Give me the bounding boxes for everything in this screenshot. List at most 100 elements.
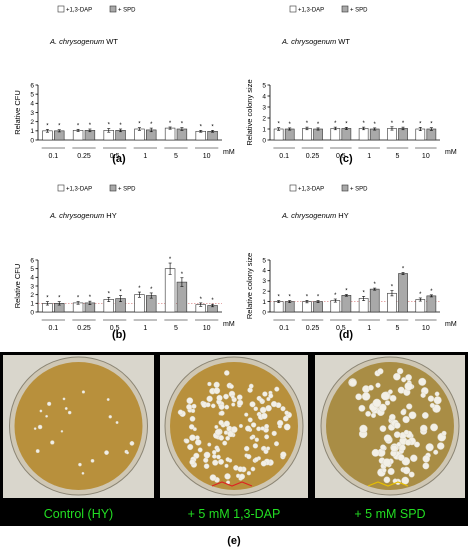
- y-tick-label: 2: [262, 289, 266, 296]
- x-unit-label: mM: [223, 149, 235, 156]
- bar: [426, 128, 437, 141]
- x-tick-label: 0.1: [279, 325, 289, 332]
- colony: [205, 402, 211, 408]
- y-axis-label: Relative colony size: [245, 79, 254, 145]
- colony: [203, 463, 210, 469]
- bar: [369, 288, 380, 313]
- legend-label: + SPD: [350, 8, 368, 14]
- y-tick-label: 4: [30, 275, 34, 282]
- legend-label: +1,3-DAP: [298, 187, 324, 193]
- significance-star: *: [200, 297, 203, 303]
- bar: [313, 301, 323, 313]
- colony: [379, 425, 387, 432]
- colony: [81, 471, 85, 475]
- colony: [218, 435, 224, 441]
- colony: [188, 424, 195, 430]
- significance-star: *: [108, 291, 111, 297]
- significance-star: *: [89, 295, 92, 301]
- colony: [390, 444, 398, 452]
- panel-subtitle: A. chrysogenum WT: [49, 37, 118, 46]
- colony: [249, 401, 256, 408]
- colony: [236, 399, 244, 406]
- bar: [330, 128, 341, 141]
- legend: +1,3-DAP + SPD: [57, 184, 136, 193]
- colony: [90, 458, 95, 463]
- colony: [282, 415, 289, 422]
- significance-star: *: [362, 290, 365, 296]
- significance-star: *: [119, 123, 122, 129]
- bar: [341, 128, 352, 141]
- y-tick-label: 5: [30, 266, 34, 273]
- legend-label: + SPD: [118, 187, 136, 193]
- petri-dish-photo: Control (HY): [3, 355, 154, 521]
- y-tick-label: 3: [30, 283, 34, 290]
- colony: [397, 454, 405, 461]
- legend: +1,3-DAP + SPD: [57, 5, 136, 14]
- colony: [125, 451, 129, 455]
- colony: [380, 391, 390, 401]
- colony: [387, 467, 395, 476]
- colony: [231, 402, 236, 407]
- molecule-structure-icon: [367, 481, 409, 487]
- colony: [189, 459, 196, 466]
- species-name: A. chrysogenum: [49, 211, 104, 220]
- colony: [207, 381, 212, 387]
- colony: [430, 423, 438, 432]
- colony: [250, 422, 257, 428]
- legend-swatch: [109, 184, 117, 192]
- colony: [402, 466, 411, 475]
- colony: [216, 394, 223, 402]
- panel-label: (d): [339, 329, 353, 341]
- colony: [260, 460, 267, 467]
- colony: [404, 439, 412, 446]
- species-name: A. chrysogenum: [49, 37, 104, 46]
- colony: [405, 374, 412, 381]
- colony: [219, 410, 225, 416]
- x-unit-label: mM: [223, 321, 235, 328]
- significance-star: *: [181, 122, 184, 128]
- colony: [62, 397, 66, 401]
- significance-star: *: [89, 123, 92, 129]
- colony: [434, 391, 440, 397]
- colony: [403, 429, 410, 436]
- x-tick-label: 0.5: [336, 325, 346, 332]
- colony: [203, 451, 211, 459]
- colony: [214, 428, 222, 436]
- y-tick-label: 2: [262, 115, 266, 122]
- legend-swatch: [289, 5, 297, 13]
- colony: [283, 423, 291, 431]
- colony: [248, 383, 254, 389]
- significance-star: *: [77, 296, 80, 302]
- significance-star: *: [211, 298, 214, 304]
- significance-star: *: [430, 122, 433, 128]
- significance-star: *: [306, 294, 309, 300]
- colony: [250, 466, 256, 472]
- y-tick-label: 1: [30, 128, 34, 135]
- bar: [72, 130, 84, 141]
- colony: [273, 441, 280, 447]
- significance-star: *: [77, 123, 80, 129]
- colony: [45, 414, 48, 418]
- legend: +1,3-DAP + SPD: [289, 184, 368, 193]
- colony: [389, 413, 396, 421]
- colony: [224, 404, 230, 410]
- x-tick-label: 5: [174, 153, 178, 160]
- significance-star: *: [58, 124, 61, 130]
- significance-star: *: [277, 122, 280, 128]
- colony: [402, 415, 410, 424]
- colony: [212, 459, 219, 466]
- colony: [243, 445, 250, 452]
- colony: [410, 454, 418, 462]
- colony: [212, 454, 217, 459]
- colony: [393, 431, 401, 439]
- colony: [270, 400, 278, 408]
- legend-label: +1,3-DAP: [66, 8, 92, 14]
- legend-swatch: [289, 184, 297, 192]
- colony: [78, 462, 82, 467]
- y-tick-label: 5: [262, 257, 266, 264]
- colony: [401, 377, 407, 383]
- colony: [189, 434, 196, 441]
- y-tick-label: 0: [30, 309, 34, 316]
- colony: [368, 384, 374, 391]
- colony: [398, 444, 406, 452]
